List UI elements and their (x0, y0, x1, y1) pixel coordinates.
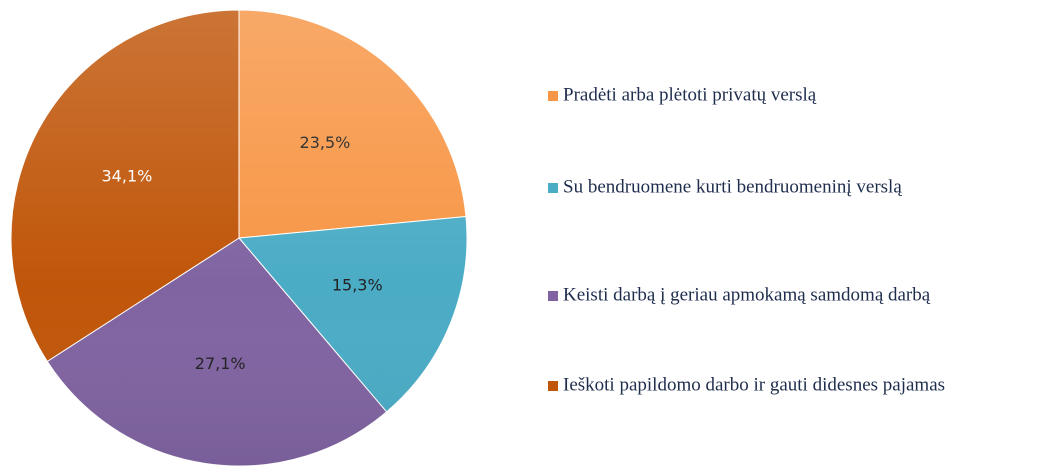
legend-label: Keisti darbą į geriau apmokamą samdomą d… (563, 284, 931, 305)
legend-swatch (548, 91, 558, 101)
pie-slice (238, 9, 467, 239)
value-label: 27,1% (195, 354, 246, 373)
legend-label: Su bendruomene kurti bendruomeninį versl… (563, 176, 902, 197)
value-label: 15,3% (332, 276, 383, 295)
legend-swatch (548, 381, 558, 391)
legend-swatch (548, 291, 558, 301)
legend-label: Ieškoti papildomo darbo ir gauti didesne… (563, 374, 945, 395)
value-label: 34,1% (102, 166, 153, 185)
legend-label: Pradėti arba plėtoti privatų verslą (563, 84, 817, 105)
value-label: 23,5% (300, 133, 351, 152)
legend-swatch (548, 183, 558, 193)
